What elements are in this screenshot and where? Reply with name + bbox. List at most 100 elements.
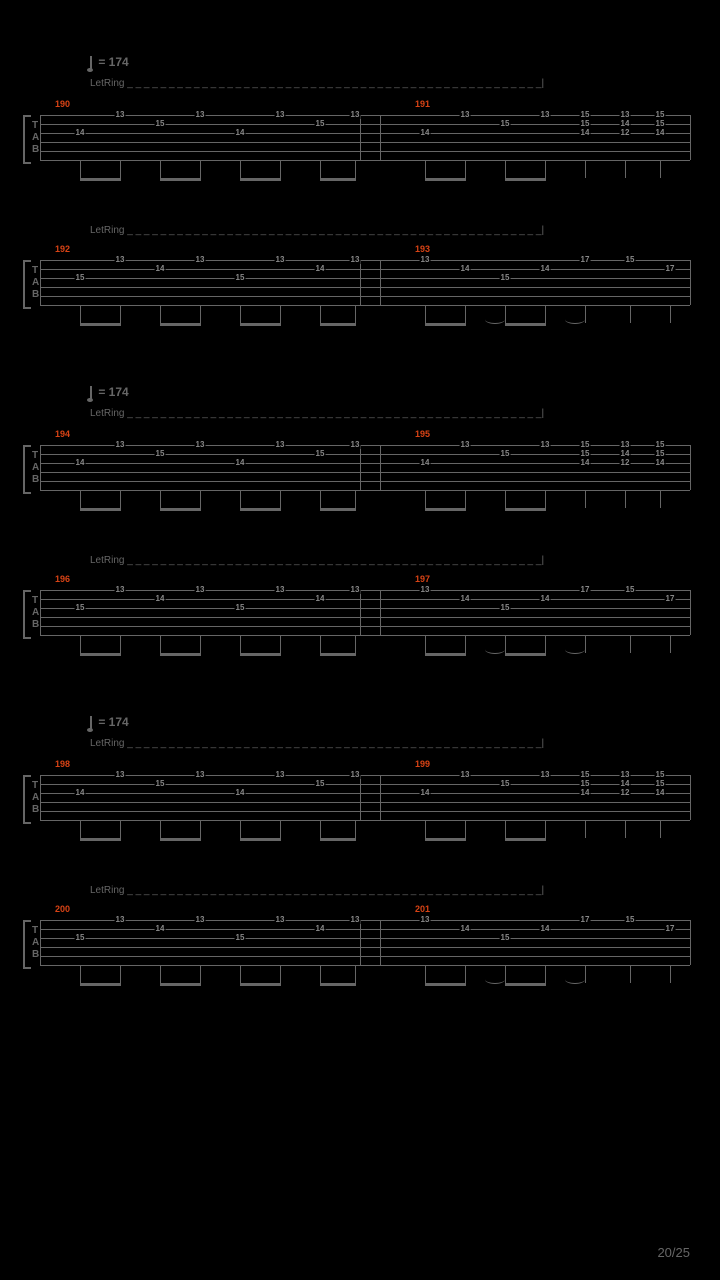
tab-clef-letter: A [32,938,39,948]
note-stem [545,820,546,838]
staff-line [40,463,690,464]
let-ring-marking: LetRing _ _ _ _ _ _ _ _ _ _ _ _ _ _ _ _ … [90,885,680,896]
tie-icon [485,645,505,654]
barline [690,260,691,305]
system-bracket [23,115,31,164]
note-stem [425,305,426,323]
note-stem [625,160,626,178]
fret-number: 13 [195,915,206,924]
staff-line [40,115,690,116]
fret-number: 15 [655,110,666,119]
tab-clef-letter: A [32,278,39,288]
barline [380,260,381,305]
fret-number: 13 [420,255,431,264]
fret-number: 13 [275,585,286,594]
tab-clef-letter: B [32,475,39,485]
fret-number: 13 [195,110,206,119]
note-stem [355,490,356,508]
measure-number: 190 [55,99,70,109]
tab-clef-letter: A [32,608,39,618]
staff-line [40,454,690,455]
fret-number: 15 [625,915,636,924]
note-stem [200,490,201,508]
measure-number: 192 [55,244,70,254]
fret-number: 14 [620,779,631,788]
beam [505,508,546,511]
staff-line [40,260,690,261]
note-stem [585,965,586,983]
note-stem [425,160,426,178]
staff-line [40,784,690,785]
beam [505,178,546,181]
measure-number: 199 [415,759,430,769]
note-stem [240,820,241,838]
fret-number: 13 [460,770,471,779]
note-stem [80,160,81,178]
fret-number: 13 [195,255,206,264]
let-ring-marking: LetRing _ _ _ _ _ _ _ _ _ _ _ _ _ _ _ _ … [90,408,680,419]
beam [80,653,121,656]
beam [160,508,201,511]
staff-line [40,608,690,609]
staff-line [40,775,690,776]
fret-number: 14 [315,264,326,273]
fret-number: 14 [540,594,551,603]
note-stem [670,635,671,653]
fret-number: 14 [580,788,591,797]
note-stem [280,490,281,508]
measure-number: 195 [415,429,430,439]
fret-number: 13 [620,110,631,119]
fret-number: 14 [655,458,666,467]
staff-line [40,133,690,134]
fret-number: 13 [275,440,286,449]
fret-number: 14 [620,119,631,128]
fret-number: 13 [350,110,361,119]
fret-number: 15 [75,273,86,282]
fret-number: 15 [625,585,636,594]
tempo-note-icon [90,386,92,400]
note-stem [120,490,121,508]
note-stem [240,305,241,323]
note-stem [355,820,356,838]
fret-number: 15 [235,933,246,942]
barline [40,260,41,305]
fret-number: 14 [460,264,471,273]
fret-number: 14 [315,924,326,933]
system-bracket [23,590,31,639]
note-stem [160,490,161,508]
note-stem [425,635,426,653]
note-stem [545,965,546,983]
measure-number: 193 [415,244,430,254]
note-stem [625,490,626,508]
fret-number: 15 [235,603,246,612]
fret-number: 15 [75,933,86,942]
fret-number: 13 [420,585,431,594]
system-bracket [23,260,31,309]
barline [690,445,691,490]
note-stem [505,965,506,983]
tab-clef-letter: B [32,620,39,630]
beam [160,653,201,656]
note-stem [545,160,546,178]
beam [80,838,121,841]
beam [505,653,546,656]
fret-number: 15 [580,449,591,458]
tab-clef-letter: A [32,133,39,143]
staff-line [40,142,690,143]
barline [690,115,691,160]
let-ring-marking: LetRing _ _ _ _ _ _ _ _ _ _ _ _ _ _ _ _ … [90,555,680,566]
barline [40,115,41,160]
fret-number: 14 [580,128,591,137]
staff-line [40,481,690,482]
beam [80,178,121,181]
measure-number: 191 [415,99,430,109]
fret-number: 14 [420,128,431,137]
tab-clef-letter: T [32,121,38,131]
fret-number: 15 [655,449,666,458]
beam [505,983,546,986]
note-stem [240,490,241,508]
barline [360,920,361,965]
beam [240,653,281,656]
fret-number: 15 [315,119,326,128]
note-stem [320,820,321,838]
